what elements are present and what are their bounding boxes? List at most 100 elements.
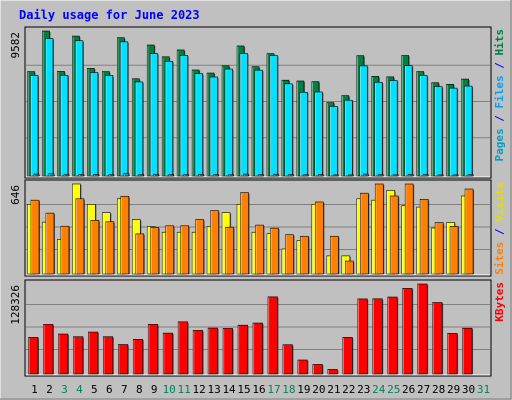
bar-kbytes	[282, 344, 294, 375]
bar-sites	[90, 220, 100, 275]
x-tick-label: 13	[207, 383, 220, 396]
y-max-label: 9582	[9, 32, 22, 59]
bar-kbytes	[162, 332, 174, 375]
bar-files	[254, 69, 264, 177]
bar-kbytes	[402, 288, 414, 375]
x-tick-label: 21	[327, 383, 340, 396]
bar-sites	[285, 234, 295, 275]
y-max-label: 128326	[9, 285, 22, 325]
x-tick-label: 29	[447, 383, 460, 396]
bar-sites	[359, 192, 370, 275]
legend-top: Pages / Files / Hits	[493, 29, 506, 162]
bar-kbytes	[58, 333, 69, 375]
chart-title: Daily usage for June 2023	[19, 8, 200, 22]
bar-files	[269, 55, 279, 177]
x-tick-label: 8	[136, 383, 143, 396]
x-tick-label: 4	[76, 383, 83, 396]
bar-pages	[377, 174, 385, 177]
x-tick-label: 15	[237, 383, 250, 396]
bar-kbytes	[462, 327, 474, 375]
legend-part: Sites	[493, 242, 506, 275]
bar-sites	[419, 199, 430, 275]
bar-pages	[333, 174, 340, 177]
x-tick-label: 31	[477, 383, 490, 396]
bar-files	[179, 55, 189, 177]
bar-kbytes	[207, 327, 219, 375]
bar-pages	[348, 174, 355, 177]
bar-pages	[362, 173, 370, 177]
bar-pages	[63, 174, 70, 177]
bar-files	[404, 65, 414, 177]
legend-part: Visits	[493, 182, 506, 222]
bar-files	[134, 81, 144, 177]
bar-kbytes	[103, 336, 114, 375]
bar-sites	[225, 226, 235, 275]
bar-pages	[48, 173, 55, 177]
bar-sites	[434, 222, 445, 275]
bar-pages	[392, 174, 400, 177]
bar-files	[449, 87, 459, 177]
bar-sites	[270, 227, 280, 275]
x-tick-label: 6	[106, 383, 113, 396]
x-axis: 1 2 3 4 5 6 7 8 9 10 11 12 13 14 15 16 17 18 19 20 21 22 23 24 2…	[31, 383, 490, 396]
bar-pages	[467, 174, 475, 177]
bar-sites	[374, 183, 385, 275]
bar-kbytes	[192, 330, 204, 375]
bar-files	[239, 53, 249, 177]
bar-sites	[195, 219, 205, 275]
legend-part: Files	[493, 75, 506, 108]
x-tick-label: 18	[282, 383, 295, 396]
bar-kbytes	[267, 296, 279, 375]
legend-part: /	[493, 109, 506, 129]
x-tick-label: 28	[432, 383, 445, 396]
bar-files	[284, 83, 294, 177]
x-tick-label: 3	[61, 383, 68, 396]
bar-files	[30, 75, 39, 177]
x-tick-label: 24	[372, 383, 386, 396]
bar-pages	[183, 174, 190, 177]
bar-files	[464, 85, 474, 177]
bar-pages	[437, 174, 445, 177]
bar-kbytes	[88, 331, 99, 375]
x-tick-label: 30	[462, 383, 475, 396]
bar-pages	[168, 174, 175, 177]
x-tick-label: 16	[252, 383, 265, 396]
bar-files	[120, 41, 129, 177]
bar-files	[389, 80, 399, 177]
bar-files	[299, 91, 309, 177]
bar-pages	[138, 174, 145, 177]
bar-kbytes	[177, 321, 189, 375]
bar-files	[209, 76, 219, 177]
bar-sites	[345, 260, 355, 275]
x-tick-label: 14	[222, 383, 236, 396]
bar-sites	[120, 195, 130, 275]
x-tick-label: 17	[267, 383, 280, 396]
bar-kbytes	[237, 324, 249, 375]
bar-kbytes	[118, 344, 129, 375]
legend-bottom: KBytes	[493, 282, 506, 322]
x-tick-label: 20	[312, 383, 325, 396]
bar-kbytes	[432, 302, 444, 375]
bar-pages	[228, 174, 235, 177]
bar-pages	[123, 173, 130, 177]
bar-pages	[243, 173, 250, 177]
y-max-label: 646	[9, 185, 22, 205]
x-tick-label: 12	[193, 383, 206, 396]
bar-sites	[330, 235, 340, 275]
bar-files	[45, 38, 54, 177]
x-tick-label: 25	[387, 383, 400, 396]
bar-pages	[273, 173, 280, 177]
legend-part: /	[493, 56, 506, 76]
bar-kbytes	[342, 337, 354, 375]
bar-files	[75, 40, 84, 177]
bar-kbytes	[372, 298, 384, 375]
bar-kbytes	[312, 364, 324, 375]
x-tick-label: 23	[357, 383, 370, 396]
x-tick-label: 11	[178, 383, 191, 396]
bar-kbytes	[387, 296, 399, 375]
bar-sites	[150, 227, 160, 275]
bar-sites	[449, 226, 460, 275]
bar-files	[164, 60, 174, 177]
bar-kbytes	[73, 336, 84, 375]
bar-kbytes	[43, 324, 54, 375]
